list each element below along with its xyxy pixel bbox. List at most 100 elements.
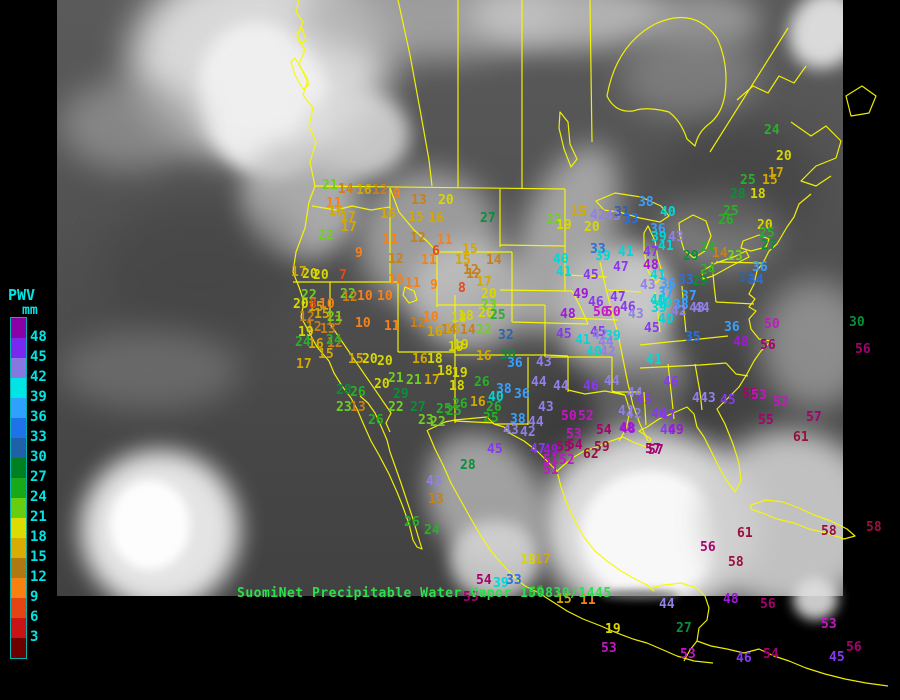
station-value: 33 [678, 273, 694, 288]
station-value: 18 [750, 187, 766, 202]
border-path [599, 261, 649, 442]
caption: SuomiNet Precipitable Water Vapor 150830… [237, 586, 612, 601]
station-value: 52 [578, 409, 594, 424]
station-value: 21 [327, 310, 343, 325]
station-value: 40 [488, 390, 504, 405]
station-value: 43 [536, 355, 552, 370]
station-value: 43 [628, 307, 644, 322]
border-path [567, 389, 626, 396]
station-value: 42 [520, 425, 536, 440]
station-value: 58 [728, 555, 744, 570]
station-value: 7 [339, 268, 347, 283]
station-value: 37 [681, 289, 697, 304]
station-value: 25 [483, 411, 499, 426]
station-value: 54 [567, 438, 583, 453]
station-value: 38 [510, 412, 526, 427]
station-value: 26 [404, 515, 420, 530]
station-value: 32 [738, 271, 754, 286]
station-value: 36 [660, 277, 676, 292]
border-path [329, 282, 392, 433]
station-value: 42 [626, 407, 642, 422]
station-value: 44 [528, 415, 544, 430]
station-value: 48 [733, 335, 749, 350]
legend-label: 9 [30, 589, 39, 605]
station-value: 10 [357, 289, 373, 304]
cloud-blob [100, 200, 300, 340]
station-value: 42 [671, 304, 687, 319]
station-value: 28 [336, 383, 352, 398]
station-value: 12 [410, 231, 426, 246]
cloud-blob [580, 470, 720, 596]
station-value: 36 [514, 387, 530, 402]
station-value: 46 [651, 407, 667, 422]
legend-swatch [11, 478, 26, 498]
station-value: 41 [618, 245, 634, 260]
station-value: 48 [620, 422, 636, 437]
station-value: 26 [452, 397, 468, 412]
station-value: 36 [507, 356, 523, 371]
station-value: 24 [326, 333, 342, 348]
legend-swatch [11, 638, 26, 658]
station-value: 22 [340, 287, 356, 302]
legend-label: 39 [30, 389, 47, 405]
station-value: 54 [763, 647, 779, 662]
station-value: 39 [605, 329, 621, 344]
station-value: 46 [583, 379, 599, 394]
cloud-blob [700, 430, 843, 596]
station-value: 15 [571, 205, 587, 220]
legend-label: 15 [30, 549, 47, 565]
station-value: 47 [643, 245, 659, 260]
border-path [314, 185, 566, 190]
legend-label: 42 [30, 369, 47, 385]
legend-swatch [11, 358, 26, 378]
station-value: 26 [528, 584, 544, 599]
station-value: 44 [694, 301, 710, 316]
station-value: 39 [651, 230, 667, 245]
station-value: 19 [452, 366, 468, 381]
station-value: 61 [737, 526, 753, 541]
station-value: 17 [341, 220, 357, 235]
station-value: 53 [601, 641, 617, 656]
station-value: 56 [855, 342, 871, 357]
border-path [606, 16, 727, 147]
legend-swatch [11, 378, 26, 398]
station-value: 62 [583, 447, 599, 462]
border-path [736, 65, 807, 101]
station-value: 23 [336, 400, 352, 415]
station-value: 47 [610, 290, 626, 305]
border-path [607, 289, 642, 293]
station-value: 28 [460, 458, 476, 473]
border-path [402, 286, 418, 304]
border-path [715, 301, 755, 305]
station-value: 47 [660, 408, 676, 423]
station-value: 38 [638, 195, 654, 210]
station-value: 13 [428, 492, 444, 507]
station-value: 16 [428, 211, 444, 226]
station-value: 18 [458, 309, 474, 324]
station-value: 25 [490, 308, 506, 323]
station-value: 38 [673, 298, 689, 313]
station-value: 48 [619, 421, 635, 436]
station-value: 20 [478, 306, 494, 321]
border-path [296, 27, 307, 45]
legend-label: 18 [30, 529, 47, 545]
cloud-blob [60, 80, 200, 170]
station-value: 10 [377, 289, 393, 304]
station-value: 14 [338, 182, 354, 197]
station-value: 37 [658, 286, 674, 301]
station-value: 25 [436, 402, 452, 417]
station-value: 13 [350, 400, 366, 415]
station-value: 45 [556, 327, 572, 342]
station-value: 43 [605, 209, 621, 224]
station-value: 9 [393, 187, 401, 202]
station-value: 16 [412, 352, 428, 367]
station-value: 12 [342, 290, 358, 305]
station-value: 11 [421, 253, 437, 268]
station-value: 46 [736, 651, 752, 666]
border-path [499, 289, 573, 292]
station-value: 20 [757, 218, 773, 233]
station-value: 42 [592, 328, 608, 343]
legend-swatch [11, 318, 26, 338]
station-value: 38 [496, 382, 512, 397]
